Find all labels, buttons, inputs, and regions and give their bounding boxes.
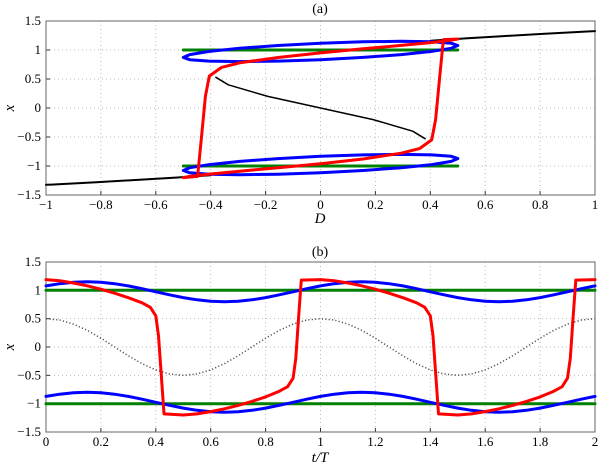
x-tick-label: 0.2 [367,197,383,212]
x-tick-label: 1 [317,434,324,449]
x-tick-label: 0 [43,434,50,449]
panel-b-title: (b) [312,245,329,260]
y-tick-label: 1 [35,282,42,297]
y-tick-label: 0.5 [25,311,41,326]
x-tick-label: −1 [39,197,53,212]
x-tick-label: 1.8 [532,434,548,449]
y-tick-label: 0.5 [25,71,41,86]
x-tick-label: 0.2 [93,434,109,449]
series-red [44,278,597,417]
x-tick-label: 1.2 [367,434,383,449]
x-tick-label: 0.4 [422,197,439,212]
static-curve-upper [429,30,596,42]
y-tick-label: −1 [27,396,41,411]
y-tick-label: −1 [27,158,41,173]
y-tick-label: 0 [35,100,42,115]
y-tick-label: 1.5 [25,13,41,28]
x-tick-label: 2 [592,434,599,449]
x-tick-label: 1.4 [422,434,439,449]
panel-a-xlabel: D [314,211,326,227]
x-tick-label: −0.8 [89,197,113,212]
x-tick-label: −0.2 [254,197,278,212]
x-tick-label: −0.6 [144,197,168,212]
series-forcing-D [45,317,596,377]
y-tick-label: −0.5 [17,129,41,144]
series-blue-upper [44,280,597,304]
panel-b-ylabel: x [2,343,18,351]
y-tick-label: 1 [35,42,42,57]
static-curve-middle [215,76,426,140]
panel-b-xlabel: t/T [312,450,330,466]
x-tick-label: 0.6 [477,197,494,212]
panel-a-title: (a) [312,2,328,17]
loop-red [181,37,460,180]
axes-frame [45,261,596,433]
x-tick-label: 0 [317,197,324,212]
loop-blue-upper [181,39,460,64]
x-tick-label: −0.4 [199,197,223,212]
y-tick-label: −1.5 [17,424,41,439]
x-tick-label: 0.6 [203,434,220,449]
y-tick-label: 0 [35,339,42,354]
panel-a-ylabel: x [2,104,18,112]
x-tick-label: 1.6 [477,434,494,449]
x-tick-label: 0.8 [257,434,273,449]
panel-a: (a) D x −1 −0.8 −0.6 −0.4 −0.2 0 0.2 0.4 0.6 0.8 1… [2,2,598,227]
axes-frame [45,20,596,196]
x-tick-label: 0.8 [532,197,548,212]
series-blue-lower [44,390,597,414]
x-tick-label: 0.4 [148,434,165,449]
static-curve-lower [45,174,212,186]
x-tick-label: 1 [592,197,599,212]
y-tick-label: −1.5 [17,187,41,202]
y-tick-label: 1.5 [25,254,41,269]
panel-b: (b) t/T x 0 0.2 0.4 0.6 0.8 1 1.2 1.4 1.6 1.8 2 1.5… [2,245,598,466]
y-tick-label: −0.5 [17,367,41,382]
